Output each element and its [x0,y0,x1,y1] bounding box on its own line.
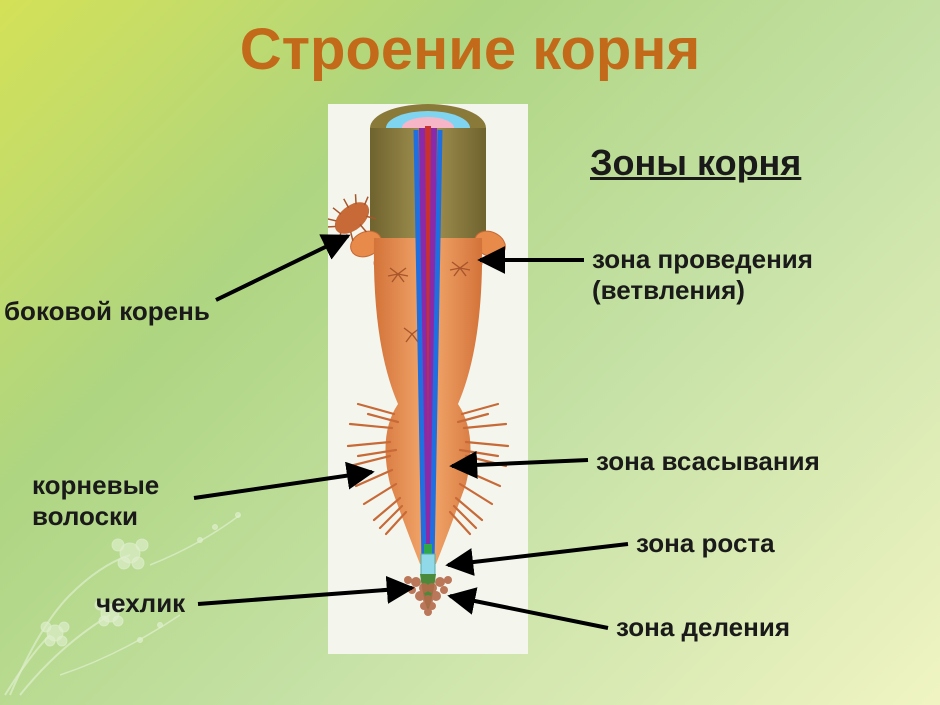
label-absorption-zone: зона всасывания [596,446,820,477]
label-root-cap: чехлик [96,588,185,619]
label-division-zone: зона деления [616,612,790,643]
label-conduction-zone: зона проведения (ветвления) [592,244,813,306]
label-root-hairs: корневые волоски [32,470,159,532]
root-diagram [328,104,528,654]
main-title: Строение корня [0,16,940,83]
label-lateral-root: боковой корень [4,296,210,327]
label-growth-zone: зона роста [636,528,775,559]
subtitle-zones: Зоны корня [590,142,801,184]
